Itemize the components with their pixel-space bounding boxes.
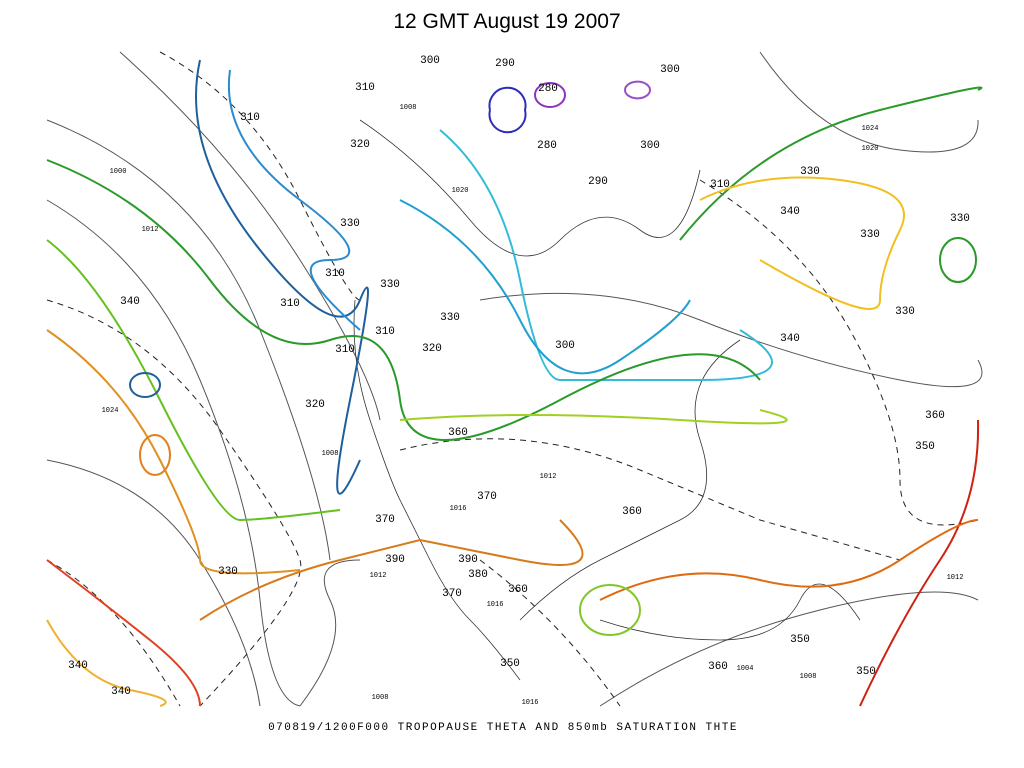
contour-label: 370 [477, 491, 497, 503]
contour-label: 310 [325, 268, 345, 280]
map-frame [47, 52, 978, 706]
contour-label: 310 [335, 344, 355, 356]
isobars [46, 51, 983, 707]
contour-label: 360 [508, 584, 528, 596]
contour-label: 390 [385, 554, 405, 566]
isobar-label: 1008 [372, 694, 389, 702]
contour-label: 360 [448, 427, 468, 439]
isobar-label: 1004 [737, 665, 754, 673]
contour-label: 350 [915, 441, 935, 453]
contour-label: 330 [218, 566, 238, 578]
contour-label: 380 [468, 569, 488, 581]
contour-label: 310 [375, 326, 395, 338]
contour-label: 310 [240, 112, 260, 124]
isobar-label: 1020 [862, 145, 879, 153]
contour-label: 280 [538, 83, 558, 95]
contour-label: 310 [280, 298, 300, 310]
isobar-label: 1012 [142, 226, 159, 234]
contour-label: 290 [495, 58, 515, 70]
contour-label: 300 [420, 55, 440, 67]
contour-label: 350 [856, 666, 876, 678]
coastlines [353, 119, 861, 681]
caption: 070819/1200F000 TROPOPAUSE THETA AND 850… [268, 722, 738, 734]
contour-label: 340 [780, 333, 800, 345]
isobar-label: 1008 [322, 450, 339, 458]
dashed-isobars [46, 51, 979, 707]
contour-label: 330 [950, 213, 970, 225]
isobar-label: 1020 [452, 187, 469, 195]
isobar-label: 1000 [110, 168, 127, 176]
contour-label: 280 [537, 140, 557, 152]
isobar-label: 1008 [800, 673, 817, 681]
isobar-label: 1024 [862, 125, 879, 133]
contour-label: 360 [925, 410, 945, 422]
contour-label: 330 [800, 166, 820, 178]
contour-label: 300 [555, 340, 575, 352]
isobar-label: 1024 [102, 407, 119, 415]
contour-label: 340 [120, 296, 140, 308]
contour-label: 340 [68, 660, 88, 672]
contour-label: 300 [640, 140, 660, 152]
contour-label: 360 [708, 661, 728, 673]
contour-label: 320 [305, 399, 325, 411]
isobar-label: 1012 [947, 574, 964, 582]
contour-label: 330 [895, 306, 915, 318]
isobar-label: 1012 [370, 572, 387, 580]
contour-label: 310 [710, 179, 730, 191]
isobar-label: 1012 [540, 473, 557, 481]
contour-label: 290 [588, 176, 608, 188]
contour-label: 300 [660, 64, 680, 76]
title: 12 GMT August 19 2007 [393, 10, 620, 33]
contour-label: 330 [380, 279, 400, 291]
contours [46, 59, 983, 707]
contour-label: 370 [442, 588, 462, 600]
contour-label: 360 [622, 506, 642, 518]
contour-label: 340 [780, 206, 800, 218]
contour-label: 320 [422, 343, 442, 355]
contour-label: 350 [500, 658, 520, 670]
contour-label: 330 [440, 312, 460, 324]
contour-label: 330 [860, 229, 880, 241]
isobar-label: 1008 [400, 104, 417, 112]
contour-label: 370 [375, 514, 395, 526]
contour-label: 310 [355, 82, 375, 94]
isobar-label: 1016 [522, 699, 539, 707]
map [46, 51, 983, 707]
contour-label: 320 [350, 139, 370, 151]
contour-label: 390 [458, 554, 478, 566]
contour-label: 350 [790, 634, 810, 646]
isobar-label: 1016 [450, 505, 467, 513]
isobar-label: 1016 [487, 601, 504, 609]
contour-label: 330 [340, 218, 360, 230]
contour-label: 340 [111, 686, 131, 698]
